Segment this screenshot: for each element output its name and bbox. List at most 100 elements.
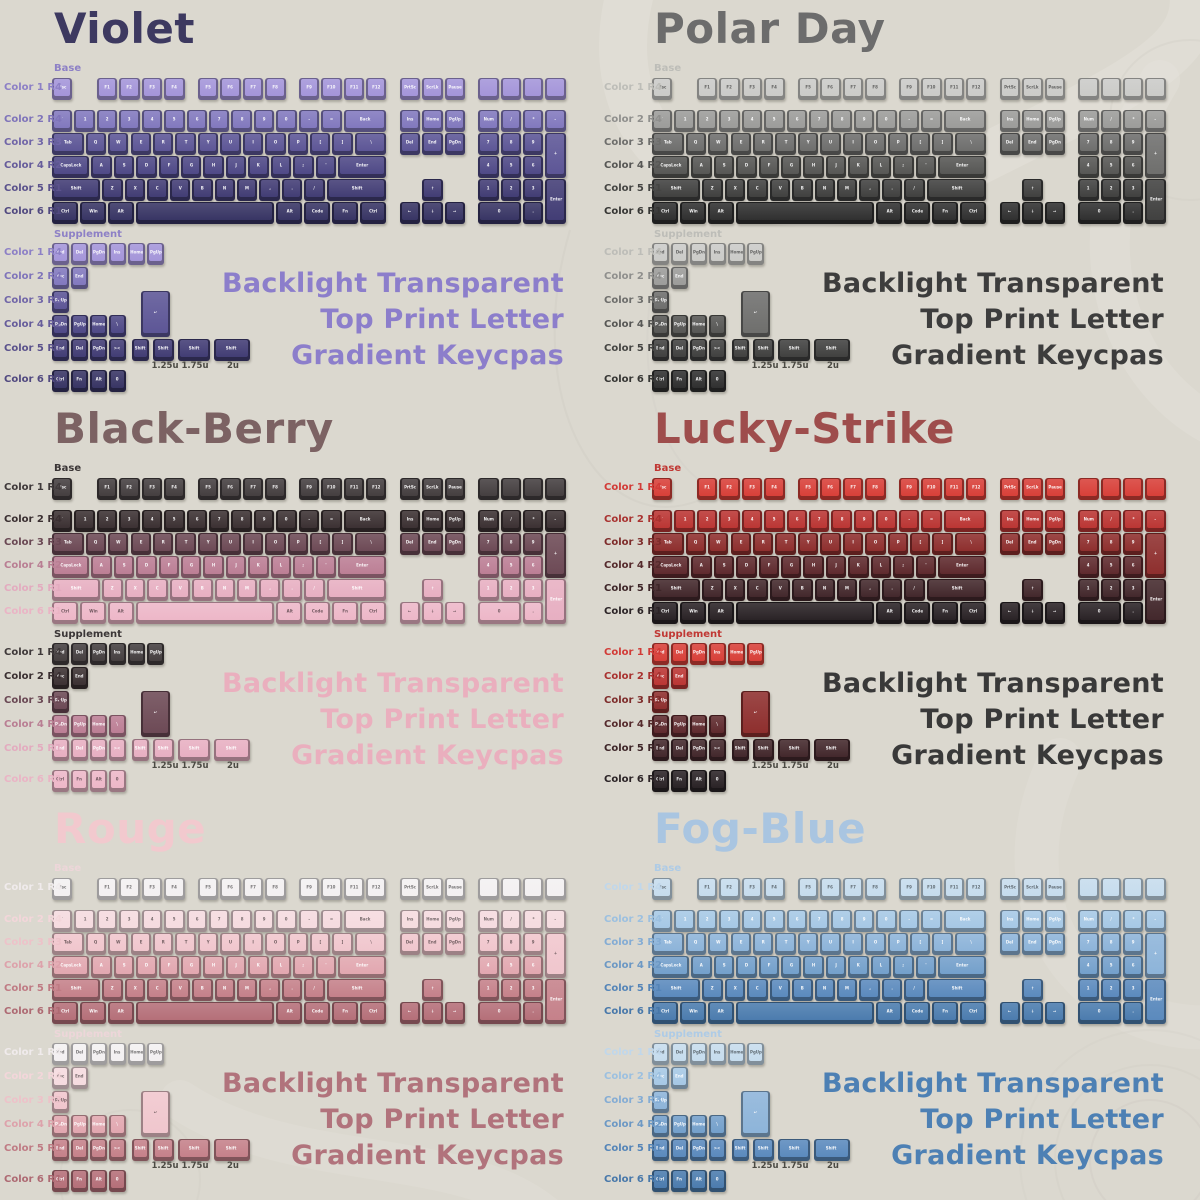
keycap: → [444,1002,465,1024]
keycap-legend: F11 [949,84,958,90]
keycap-top: O [867,934,884,951]
keycap-top: . [1125,1003,1142,1020]
keycap: 9 [253,510,275,532]
keycap-top: B [794,980,811,997]
keycap-legend: C [156,585,159,591]
keycap-top: Back [945,911,985,928]
keycap: 1 [74,510,95,532]
keycap-top: Esc [54,79,71,96]
keycap-top: Tab [654,134,682,151]
keycap-top: I [844,934,862,951]
keycap-legend: [ [919,139,922,145]
keycap-legend: 2 [509,185,513,191]
keycap-top: 0 [480,1003,520,1020]
keycap-top: 2 [698,911,716,928]
keycap-top: PgDn [654,1116,667,1133]
keycap: F9 [298,78,320,100]
keycap-legend: J [235,562,237,568]
keycap-legend: Home [730,1049,743,1055]
row-label: Color 2 R4 [4,671,63,682]
keycap-top [480,79,497,96]
supplement-keyboard: End Del PgDn Ins Home PgUp Esc End PgUp ↵ PgDn PgUp… [652,243,852,393]
keycap: S [713,156,735,178]
keycap: PrtSc [999,478,1021,500]
keycap-top: Del [401,934,419,951]
base-label: Base [654,63,682,74]
keycap-top: PgDn [692,644,705,661]
keycap-top: 0 [711,771,724,788]
keycap: End [671,667,688,689]
keycap-top: Del [401,134,419,151]
keycap-legend: PgDn [1048,139,1061,145]
keycap-top: Pause [1046,479,1063,496]
keycap-top: → [1046,1003,1063,1020]
keycap-top: F2 [121,879,138,896]
keycap-legend: 3 [1131,185,1135,191]
keycap-top: F6 [822,879,839,896]
keycap-legend: Back [359,516,371,522]
keycap-legend: F1 [704,884,710,890]
keycap: , [859,179,880,201]
keycap-top: ↑ [424,580,441,597]
keycap-legend: ' [925,162,927,168]
keycap: X [124,579,146,601]
keycap-legend: 5 [172,116,176,122]
keycap-top: Shift [815,740,848,757]
keycap: 0 [876,510,897,532]
keycap-top: 7 [480,534,497,551]
keycap-top: F3 [743,79,761,96]
keycap-legend: 4 [486,162,490,168]
keycap: ↓ [422,602,443,624]
keycap: Del [71,739,88,761]
keycap-legend: Shift [788,1145,800,1151]
keycap-top: F [160,557,177,574]
keycap-top: PrtSc [1001,79,1019,96]
keycap: N [814,179,836,201]
keycap-legend: F6 [227,484,234,490]
keycap-top: Alt [878,203,901,220]
keycap-top: ↑ [424,180,441,197]
keycap-top: 1 [76,511,93,528]
keycap-legend: End [56,249,65,255]
keycap-top: ↵ [743,692,768,733]
keycap-top: C [749,580,766,597]
keycap: \ [709,315,726,337]
keycap-top: O [867,534,884,551]
keycap: T [775,933,796,955]
keycap: Alt [876,1002,903,1024]
keycap-top: Back [345,111,385,128]
keycap: T [175,533,196,555]
keycap: ` [52,110,73,132]
keycap-top: 8 [502,934,520,951]
keycap: Shift [778,739,810,761]
keycap: Ctrl [960,202,987,224]
keycap-legend: Shift [758,1145,769,1151]
keycap: 8 [500,933,522,955]
keycap-legend: I [852,939,854,945]
keycap-top: Back [945,511,985,528]
keycap-legend: F10 [327,484,336,490]
keycap-top: 3 [721,111,738,128]
keycap-top: Alt [692,371,705,388]
keycap-top: Enter [547,180,564,220]
keycap-legend: Tab [663,939,672,945]
row-label: Color 3 R3 [604,695,663,706]
keycap-top: Home [730,644,743,661]
keycap-top: Ctrl [362,1003,385,1020]
keycap: Shift [813,739,850,761]
keycap: ← [399,202,421,224]
keycap-top: F11 [345,479,362,496]
row-label: Color 6 R1 [604,374,663,385]
keycap: U [820,933,841,955]
keycap-top [480,879,497,896]
keycap: Ctrl [52,770,69,792]
keycap: ← [399,602,421,624]
keycap: - [1145,510,1166,532]
keycap-legend: . [891,585,893,591]
keycap-legend: Ctrl [56,1176,65,1182]
keycap-legend: N [223,585,227,591]
keycap [1100,478,1122,500]
keycap-top: Alt [110,603,133,620]
keycap-legend: F12 [372,484,381,490]
keycap: F2 [719,878,740,900]
